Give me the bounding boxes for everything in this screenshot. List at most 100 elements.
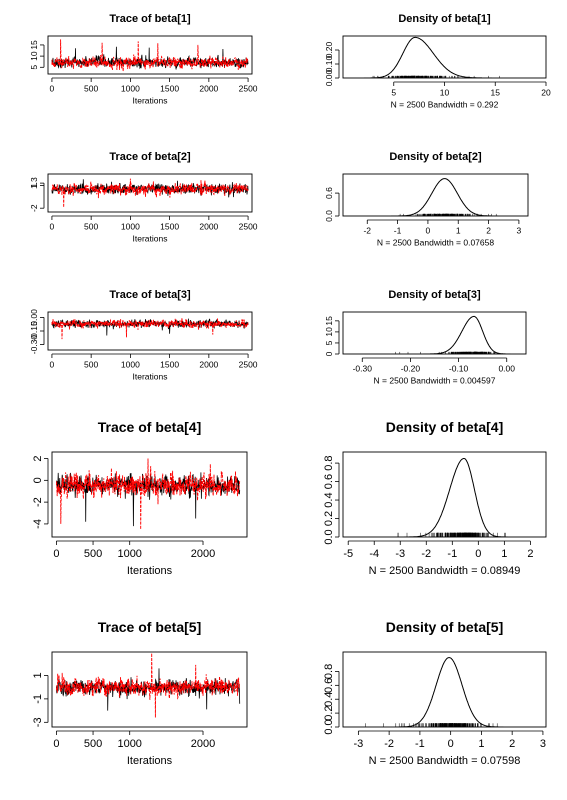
plot-frame (342, 173, 529, 217)
x-tick-label: 500 (84, 360, 98, 370)
x-tick-label: 0 (50, 84, 55, 94)
y-tick-label: 10 (29, 51, 39, 61)
x-tick-label: 15 (491, 88, 501, 98)
panel-1: Trace of beta[1] 0 500 1000 1500 2000 2500 5 101… (29, 13, 258, 106)
plot-frame (342, 35, 547, 79)
panel-title: Density of beta[1] (398, 13, 491, 25)
x-tick-label: 0.00 (498, 364, 515, 374)
y-tick-label: -0.30 (29, 335, 39, 355)
plot-frame (342, 451, 547, 538)
panel-9: Trace of beta[5] 0 500 1000 2000 -3 -1 1 Iterati… (32, 619, 248, 767)
plot-area (343, 178, 528, 216)
y-tick-label: 1.3 (29, 177, 39, 189)
x-axis-label: Iterations (127, 565, 173, 577)
panel-10: Density of beta[5] -3 -2 -1 0 1 2 3 0.00.20.40.6… (323, 619, 547, 767)
y-tick-label: 0.6 (323, 474, 335, 489)
x-tick-label: 0 (475, 548, 481, 560)
plot-frame (342, 311, 527, 355)
y-tick-label: -2 (29, 204, 39, 212)
x-tick-label: 2 (527, 548, 533, 560)
panel-title: Density of beta[2] (389, 151, 482, 163)
panel-title: Trace of beta[1] (109, 13, 191, 25)
y-tick-label: 0.2 (323, 705, 335, 720)
x-axis-label: Iterations (133, 234, 168, 244)
y-tick-label: 5 (324, 340, 334, 345)
x-tick-label: -3 (395, 548, 405, 560)
x-tick-label: 2500 (239, 360, 258, 370)
x-tick-label: 1 (501, 548, 507, 560)
x-tick-label: -1 (447, 548, 457, 560)
y-tick-label: 0.0 (324, 210, 334, 222)
plot-frame (342, 651, 547, 728)
panel-title: Trace of beta[4] (98, 419, 201, 435)
y-tick-label: -4 (32, 519, 44, 529)
x-tick-label: 2000 (191, 738, 215, 750)
plot-frame (47, 173, 253, 213)
plot-area (343, 458, 546, 537)
x-tick-label: -2 (363, 226, 371, 236)
x-tick-label: 1500 (160, 360, 179, 370)
y-tick-label: 0.4 (323, 692, 335, 707)
x-tick-label: 2000 (199, 84, 218, 94)
y-tick-label: 0.00 (324, 69, 334, 86)
x-tick-label: 1500 (160, 222, 179, 232)
density-curve (363, 36, 492, 78)
x-tick-label: 2500 (239, 222, 258, 232)
panel-6: Density of beta[3] -0.30 -0.20 -0.10 0.00 0 5 1… (324, 289, 527, 386)
panel-title: Density of beta[3] (388, 289, 481, 301)
rug-marks (365, 723, 498, 727)
y-tick-label: 0.2 (323, 511, 335, 526)
y-tick-label: 1 (29, 183, 39, 188)
x-axis-label: Iterations (133, 96, 168, 106)
x-axis-label: N = 2500 Bandwidth = 0.07598 (369, 755, 521, 767)
x-tick-label: 10 (440, 88, 450, 98)
density-curve (423, 315, 511, 354)
y-tick-label: 0.6 (324, 187, 334, 199)
y-tick-label: 1 (32, 672, 44, 678)
panel-title: Trace of beta[5] (98, 619, 201, 635)
x-tick-label: -2 (421, 548, 431, 560)
trace-series-2 (51, 178, 249, 208)
y-tick-label: 15 (29, 40, 39, 50)
x-tick-label: -3 (353, 738, 363, 750)
x-tick-label: -0.10 (449, 364, 469, 374)
plot-area (343, 36, 546, 78)
panel-title: Density of beta[5] (386, 619, 503, 635)
plot-area (343, 315, 526, 354)
y-tick-label: 0.8 (323, 455, 335, 470)
y-tick-label: 0 (324, 351, 334, 356)
x-tick-label: 20 (541, 88, 551, 98)
x-tick-label: 1500 (160, 84, 179, 94)
trace-series-1 (56, 472, 241, 527)
panel-8: Density of beta[4] -5 -4 -3 -2 -1 0 1 2 0.0 0.2 0.4… (323, 419, 547, 577)
x-tick-label: 1 (478, 738, 484, 750)
trace-series-2 (51, 317, 249, 340)
plot-area (343, 657, 546, 727)
x-axis-label: N = 2500 Bandwidth = 0.08949 (369, 565, 521, 577)
x-tick-label: -0.30 (353, 364, 373, 374)
x-tick-label: 1000 (117, 738, 141, 750)
x-tick-label: 0 (50, 222, 55, 232)
x-tick-label: 2000 (199, 222, 218, 232)
x-tick-label: 1000 (121, 222, 140, 232)
x-tick-label: 0 (53, 738, 59, 750)
x-tick-label: 500 (84, 84, 98, 94)
x-tick-label: 1000 (121, 84, 140, 94)
y-tick-label: 0 (32, 477, 44, 483)
plot-area (51, 317, 249, 340)
x-tick-label: -1 (394, 226, 402, 236)
plot-frame (51, 451, 248, 538)
x-tick-label: 1000 (121, 360, 140, 370)
y-tick-label: 0.20 (324, 41, 334, 58)
plot-frame (51, 651, 248, 728)
x-tick-label: 1000 (117, 548, 141, 560)
x-tick-label: 2000 (191, 548, 215, 560)
plot-area (51, 178, 249, 208)
y-tick-label: 15 (324, 316, 334, 326)
x-tick-label: 0 (426, 226, 431, 236)
x-axis-label: N = 2500 Bandwidth = 0.292 (391, 100, 499, 110)
density-curve (394, 657, 504, 727)
density-curve (403, 458, 508, 537)
panel-title: Density of beta[4] (386, 419, 503, 435)
y-tick-label: 0.00 (29, 309, 39, 326)
